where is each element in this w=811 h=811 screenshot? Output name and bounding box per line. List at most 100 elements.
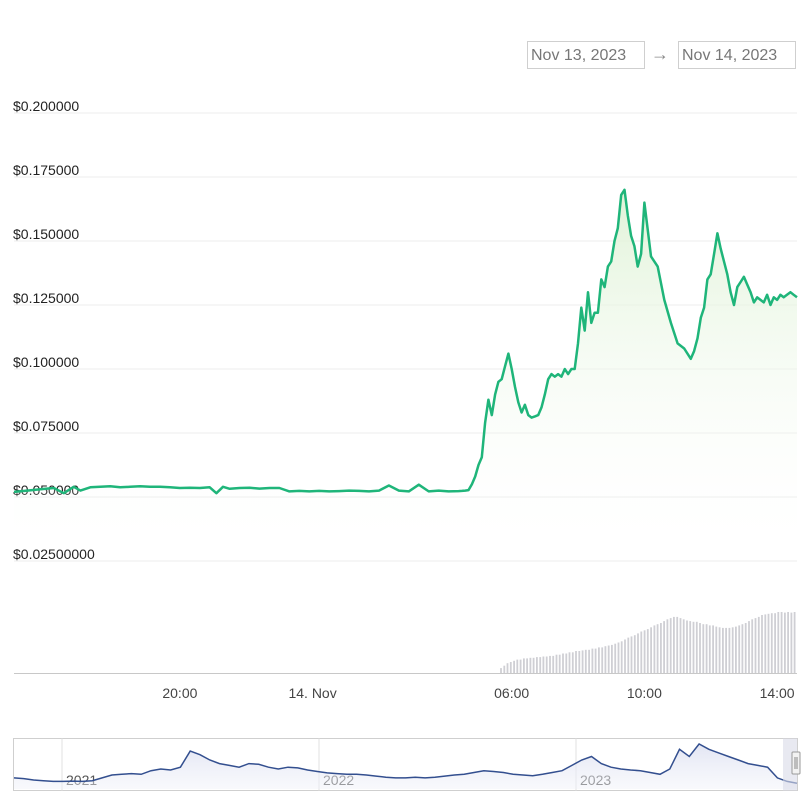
- volume-bar: [532, 657, 535, 674]
- date-from-input[interactable]: Nov 13, 2023: [527, 41, 645, 69]
- volume-bar: [555, 654, 558, 673]
- volume-bar: [725, 627, 727, 673]
- volume-bar: [523, 658, 525, 673]
- volume-bar: [748, 621, 750, 673]
- volume-bar: [516, 659, 519, 673]
- volume-bar: [558, 654, 561, 673]
- volume-bar: [633, 635, 636, 673]
- price-area: [14, 189, 797, 562]
- volume-bar: [708, 625, 711, 673]
- volume-bar: [584, 649, 587, 673]
- volume-bar: [735, 626, 737, 673]
- volume-bar: [673, 616, 675, 673]
- volume-bar: [679, 618, 682, 673]
- volume-bar: [581, 650, 584, 673]
- navigator-line: [13, 743, 798, 784]
- y-tick-label: $0.100000: [13, 354, 79, 370]
- volume-bar: [761, 615, 763, 673]
- volume-bar: [571, 652, 574, 673]
- y-tick-label: $0.125000: [13, 290, 79, 306]
- x-tick-label: 06:00: [494, 685, 529, 701]
- volume-bar: [784, 612, 786, 673]
- volume-bar: [640, 631, 643, 673]
- date-to-input[interactable]: Nov 14, 2023: [678, 41, 796, 69]
- date-range: Nov 13, 2023 → Nov 14, 2023: [527, 41, 797, 71]
- volume-bar: [712, 625, 714, 673]
- volume-bar: [705, 624, 708, 673]
- volume-bar: [699, 623, 701, 673]
- volume-bar: [787, 612, 789, 673]
- x-tick-label: 20:00: [162, 685, 197, 701]
- volume-bar: [578, 651, 581, 673]
- volume-bar: [757, 616, 760, 673]
- navigator-area: [14, 744, 797, 789]
- volume-bar: [650, 627, 652, 674]
- volume-bar: [614, 643, 617, 673]
- navigator[interactable]: 202120222023: [13, 738, 801, 791]
- volume-bar: [611, 644, 613, 673]
- volume-bar: [751, 619, 754, 673]
- volume-bar: [549, 655, 551, 673]
- volume-bar: [624, 639, 626, 674]
- price-line[interactable]: [13, 188, 798, 495]
- volume-bar: [542, 656, 545, 673]
- volume-bar: [718, 627, 721, 674]
- volume-bar: [780, 612, 783, 673]
- volume-bar: [646, 629, 649, 673]
- volume-bar: [575, 651, 577, 673]
- volume-bar: [643, 630, 646, 673]
- y-tick-label: $0.075000: [13, 418, 79, 434]
- volume-bar: [738, 625, 741, 673]
- navigator-handle[interactable]: [791, 751, 801, 775]
- volume-bar: [529, 657, 532, 674]
- volume-bar: [545, 656, 548, 673]
- volume-bar: [620, 641, 623, 673]
- volume-bar: [731, 627, 734, 674]
- volume-bar: [663, 621, 665, 673]
- volume-bar: [715, 626, 718, 673]
- volume-bar: [686, 620, 688, 673]
- volume-bar: [594, 648, 597, 673]
- volume-bar: [722, 627, 724, 673]
- volume-bar: [692, 621, 695, 673]
- volume-bar: [653, 625, 656, 673]
- x-tick-label: 10:00: [627, 685, 662, 701]
- x-tick-label: 14. Nov: [288, 685, 336, 701]
- date-range-arrow: →: [651, 44, 669, 64]
- volume-bar: [777, 612, 780, 673]
- volume-bar: [793, 612, 796, 673]
- volume-bar: [565, 653, 568, 673]
- y-tick-label: $0.175000: [13, 162, 79, 178]
- volume-bar: [767, 613, 770, 673]
- volume-bar: [656, 624, 659, 673]
- volume-bar: [770, 613, 773, 673]
- volume-bar: [513, 660, 515, 673]
- volume-bar: [617, 642, 620, 673]
- volume-bar: [774, 613, 776, 673]
- volume-bar: [539, 657, 542, 673]
- volume-bar: [660, 623, 662, 673]
- volume-bar: [526, 658, 528, 673]
- volume-bar: [669, 618, 672, 673]
- volume-bar: [500, 668, 502, 673]
- volume-bar: [591, 648, 594, 673]
- volume-bar: [552, 655, 555, 673]
- volume-bar: [604, 646, 607, 673]
- volume-bar: [689, 621, 692, 673]
- volume-bar: [728, 627, 731, 673]
- volume-bar: [519, 659, 522, 673]
- y-tick-label: $0.200000: [13, 98, 79, 114]
- volume-bar: [503, 665, 506, 673]
- volume-bar: [744, 623, 747, 673]
- volume-bar: [536, 657, 538, 673]
- volume-bar: [666, 619, 669, 673]
- volume-bar: [702, 624, 705, 673]
- volume-bar: [598, 647, 600, 673]
- y-tick-label: $0.150000: [13, 226, 79, 242]
- volume-bar: [754, 618, 757, 673]
- volume-bar: [506, 663, 509, 673]
- volume-bar: [588, 649, 590, 673]
- volume-bar: [601, 647, 604, 673]
- volume-bar: [607, 645, 610, 673]
